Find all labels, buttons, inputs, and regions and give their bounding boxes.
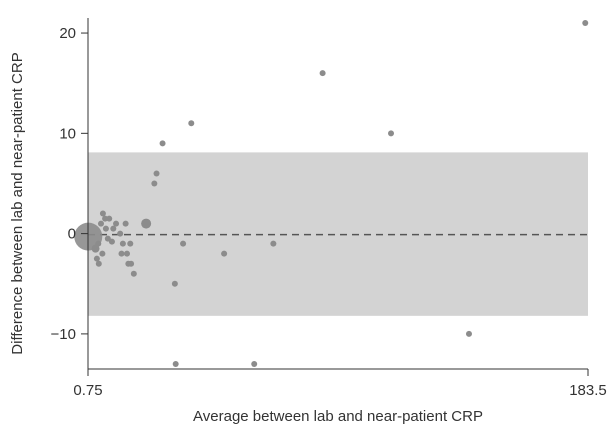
y-axis-label: Difference between lab and near-patient … <box>9 52 26 354</box>
data-point <box>141 218 152 229</box>
y-axis: 20 10 0 −10 <box>51 18 89 369</box>
data-point <box>123 250 130 257</box>
data-point <box>171 280 178 287</box>
data-point <box>110 225 117 232</box>
x-tick-label: 183.5 <box>569 382 607 399</box>
data-point <box>465 330 472 337</box>
data-point <box>119 240 126 247</box>
x-axis-label: Average between lab and near-patient CRP <box>193 408 483 425</box>
y-tick-label: 10 <box>59 125 76 142</box>
y-tick-label: 20 <box>59 25 76 42</box>
data-point <box>113 220 120 227</box>
data-point <box>172 360 179 367</box>
data-point <box>582 20 589 27</box>
x-tick-label: 0.75 <box>73 382 102 399</box>
data-point <box>319 70 326 77</box>
data-point <box>99 210 106 217</box>
data-point <box>151 180 158 187</box>
data-point <box>153 170 160 177</box>
data-point <box>97 220 104 227</box>
data-point <box>102 225 109 232</box>
x-axis: 0.75 183.5 <box>73 368 607 399</box>
data-point <box>106 215 113 222</box>
data-point <box>117 230 124 237</box>
data-point <box>102 215 109 222</box>
data-point <box>270 240 277 247</box>
data-point <box>127 240 134 247</box>
data-point <box>95 260 102 267</box>
data-point <box>130 270 137 277</box>
y-tick-label: 0 <box>68 226 76 243</box>
data-point <box>91 244 100 253</box>
data-point <box>188 120 195 127</box>
data-point <box>180 240 187 247</box>
data-point <box>95 240 102 247</box>
data-point <box>128 260 135 267</box>
data-point <box>388 130 395 137</box>
data-point <box>159 140 166 147</box>
data-point <box>118 250 125 257</box>
data-point <box>122 220 129 227</box>
limits-of-agreement-band <box>88 152 588 316</box>
data-point <box>99 250 106 257</box>
data-point <box>251 360 258 367</box>
data-point <box>108 238 115 245</box>
data-point <box>93 255 100 262</box>
data-point <box>104 235 111 242</box>
data-point <box>221 250 228 257</box>
y-tick-label: −10 <box>51 326 76 343</box>
